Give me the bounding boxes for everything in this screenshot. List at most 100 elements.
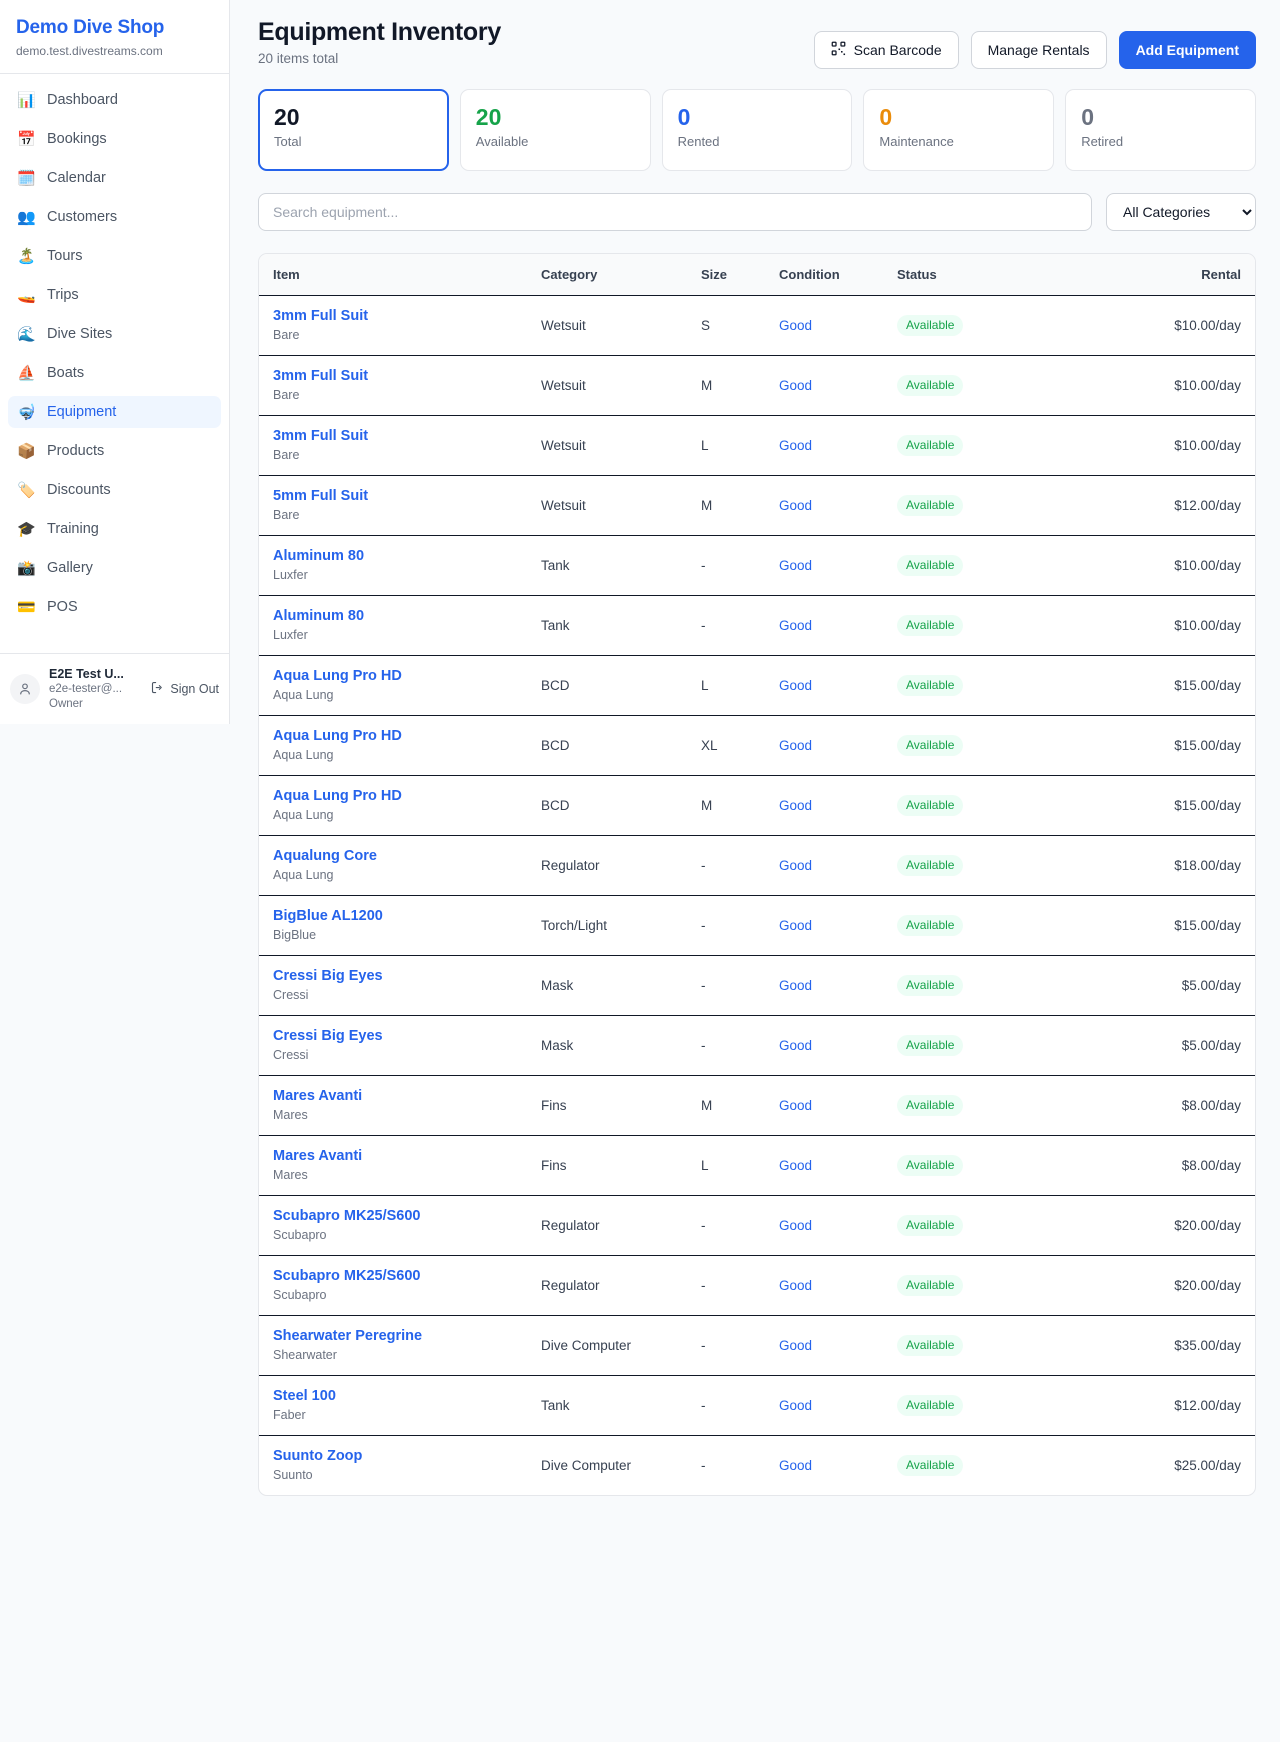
stat-card-rented[interactable]: 0 Rented xyxy=(661,89,853,171)
sidebar-item-boats[interactable]: ⛵ Boats xyxy=(8,357,221,389)
brand-block[interactable]: Demo Dive Shop demo.test.divestreams.com xyxy=(0,0,229,74)
table-row[interactable]: Scubapro MK25/S600 Scubapro Regulator - Good… xyxy=(259,1255,1255,1316)
stat-card-total[interactable]: 20 Total xyxy=(258,89,449,171)
item-name-link[interactable]: BigBlue AL1200 xyxy=(273,908,383,924)
item-name-link[interactable]: Aluminum 80 xyxy=(273,608,365,624)
sidebar-item-bookings[interactable]: 📅 Bookings xyxy=(8,123,221,155)
sidebar-item-customers[interactable]: 👥 Customers xyxy=(8,201,221,233)
condition-link[interactable]: Good xyxy=(779,918,813,933)
item-name-link[interactable]: Steel 100 xyxy=(273,1388,336,1404)
table-row[interactable]: Steel 100 Faber Tank - Good Available $12.00/d… xyxy=(259,1375,1255,1436)
add-equipment-button[interactable]: Add Equipment xyxy=(1118,31,1256,69)
table-row[interactable]: Aqualung Core Aqua Lung Regulator - Good Avai… xyxy=(259,835,1255,896)
cell-status: Available xyxy=(883,1195,1023,1256)
item-name-link[interactable]: Aqualung Core xyxy=(273,848,377,864)
item-name-link[interactable]: Aqua Lung Pro HD xyxy=(273,788,402,804)
condition-link[interactable]: Good xyxy=(779,1218,813,1233)
sidebar-item-gallery[interactable]: 📸 Gallery xyxy=(8,552,221,584)
condition-link[interactable]: Good xyxy=(779,798,813,813)
table-row[interactable]: Scubapro MK25/S600 Scubapro Regulator - Good… xyxy=(259,1195,1255,1256)
table-row[interactable]: Aluminum 80 Luxfer Tank - Good Available $10.0… xyxy=(259,595,1255,656)
condition-link[interactable]: Good xyxy=(779,1038,813,1053)
table-row[interactable]: Aqua Lung Pro HD Aqua Lung BCD M Good Availab… xyxy=(259,775,1255,836)
table-row[interactable]: Cressi Big Eyes Cressi Mask - Good Available $… xyxy=(259,1015,1255,1076)
cell-rental: $12.00/day xyxy=(1023,1375,1255,1436)
item-name-link[interactable]: Scubapro MK25/S600 xyxy=(273,1268,421,1284)
table-row[interactable]: 5mm Full Suit Bare Wetsuit M Good Available $1… xyxy=(259,475,1255,536)
sidebar-item-pos[interactable]: 💳 POS xyxy=(8,591,221,623)
condition-link[interactable]: Good xyxy=(779,1398,813,1413)
sidebar-item-trips[interactable]: 🚤 Trips xyxy=(8,279,221,311)
table-row[interactable]: Mares Avanti Mares Fins L Good Available $8.00… xyxy=(259,1135,1255,1196)
column-header-category[interactable]: Category xyxy=(527,254,687,296)
item-name-link[interactable]: Scubapro MK25/S600 xyxy=(273,1208,421,1224)
table-row[interactable]: Shearwater Peregrine Shearwater Dive Compu… xyxy=(259,1315,1255,1376)
item-name-link[interactable]: Aluminum 80 xyxy=(273,548,365,564)
cell-item: Mares Avanti Mares xyxy=(259,1135,527,1196)
sidebar-item-dive-sites[interactable]: 🌊 Dive Sites xyxy=(8,318,221,350)
stat-card-maintenance[interactable]: 0 Maintenance xyxy=(863,89,1055,171)
sidebar-item-dashboard[interactable]: 📊 Dashboard xyxy=(8,84,221,116)
condition-link[interactable]: Good xyxy=(779,558,813,573)
stat-card-retired[interactable]: 0 Retired xyxy=(1065,89,1256,171)
sidebar-item-tours[interactable]: 🏝️ Tours xyxy=(8,240,221,272)
table-row[interactable]: Aqua Lung Pro HD Aqua Lung BCD L Good Availab… xyxy=(259,655,1255,716)
item-name-link[interactable]: Mares Avanti xyxy=(273,1088,363,1104)
table-row[interactable]: Cressi Big Eyes Cressi Mask - Good Available $… xyxy=(259,955,1255,1016)
item-name-link[interactable]: 3mm Full Suit xyxy=(273,308,369,324)
item-name-link[interactable]: Mares Avanti xyxy=(273,1148,363,1164)
search-input[interactable] xyxy=(258,193,1092,231)
cell-rental: $15.00/day xyxy=(1023,775,1255,836)
column-header-condition[interactable]: Condition xyxy=(765,254,883,296)
table-row[interactable]: 3mm Full Suit Bare Wetsuit L Good Available $1… xyxy=(259,415,1255,476)
condition-link[interactable]: Good xyxy=(779,1158,813,1173)
sidebar-item-training[interactable]: 🎓 Training xyxy=(8,513,221,545)
table-row[interactable]: Mares Avanti Mares Fins M Good Available $8.00… xyxy=(259,1075,1255,1136)
item-name-link[interactable]: Cressi Big Eyes xyxy=(273,968,383,984)
condition-link[interactable]: Good xyxy=(779,678,813,693)
table-row[interactable]: Aluminum 80 Luxfer Tank - Good Available $10.0… xyxy=(259,535,1255,596)
cell-status: Available xyxy=(883,1436,1023,1496)
item-brand: Bare xyxy=(273,448,300,462)
table-row[interactable]: 3mm Full Suit Bare Wetsuit M Good Available $1… xyxy=(259,355,1255,416)
condition-link[interactable]: Good xyxy=(779,438,813,453)
table-row[interactable]: BigBlue AL1200 BigBlue Torch/Light - Good Ava… xyxy=(259,895,1255,956)
item-name-link[interactable]: Shearwater Peregrine xyxy=(273,1328,423,1344)
condition-link[interactable]: Good xyxy=(779,618,813,633)
category-select[interactable]: All Categories xyxy=(1106,193,1256,231)
item-name-link[interactable]: Suunto Zoop xyxy=(273,1448,363,1464)
item-name-link[interactable]: 3mm Full Suit xyxy=(273,368,369,384)
item-name-link[interactable]: Cressi Big Eyes xyxy=(273,1028,383,1044)
table-row[interactable]: Suunto Zoop Suunto Dive Computer - Good Avail… xyxy=(259,1436,1255,1496)
column-header-rental[interactable]: Rental xyxy=(1023,254,1255,296)
item-name-link[interactable]: Aqua Lung Pro HD xyxy=(273,668,402,684)
condition-link[interactable]: Good xyxy=(779,1338,813,1353)
condition-link[interactable]: Good xyxy=(779,738,813,753)
scan-barcode-button[interactable]: Scan Barcode xyxy=(813,31,959,69)
sidebar-item-discounts[interactable]: 🏷️ Discounts xyxy=(8,474,221,506)
column-header-item[interactable]: Item xyxy=(259,254,527,296)
table-row[interactable]: 3mm Full Suit Bare Wetsuit S Good Available $1… xyxy=(259,295,1255,356)
column-header-size[interactable]: Size xyxy=(687,254,765,296)
condition-link[interactable]: Good xyxy=(779,1458,813,1473)
stat-card-available[interactable]: 20 Available xyxy=(459,89,651,171)
condition-link[interactable]: Good xyxy=(779,858,813,873)
condition-link[interactable]: Good xyxy=(779,1278,813,1293)
condition-link[interactable]: Good xyxy=(779,318,813,333)
item-name-link[interactable]: 3mm Full Suit xyxy=(273,428,369,444)
condition-link[interactable]: Good xyxy=(779,378,813,393)
condition-link[interactable]: Good xyxy=(779,498,813,513)
sidebar-item-equipment[interactable]: 🤿 Equipment xyxy=(8,396,221,428)
sidebar-item-calendar[interactable]: 🗓️ Calendar xyxy=(8,162,221,194)
condition-link[interactable]: Good xyxy=(779,1098,813,1113)
camera-flash-icon: 📸 xyxy=(17,559,36,577)
column-header-status[interactable]: Status xyxy=(883,254,1023,296)
sidebar-item-label: Dive Sites xyxy=(47,326,113,342)
item-name-link[interactable]: Aqua Lung Pro HD xyxy=(273,728,402,744)
condition-link[interactable]: Good xyxy=(779,978,813,993)
table-row[interactable]: Aqua Lung Pro HD Aqua Lung BCD XL Good Availa… xyxy=(259,715,1255,776)
manage-rentals-button[interactable]: Manage Rentals xyxy=(970,31,1107,69)
sidebar-item-products[interactable]: 📦 Products xyxy=(8,435,221,467)
item-name-link[interactable]: 5mm Full Suit xyxy=(273,488,369,504)
sign-out-button[interactable]: Sign Out xyxy=(150,680,219,698)
